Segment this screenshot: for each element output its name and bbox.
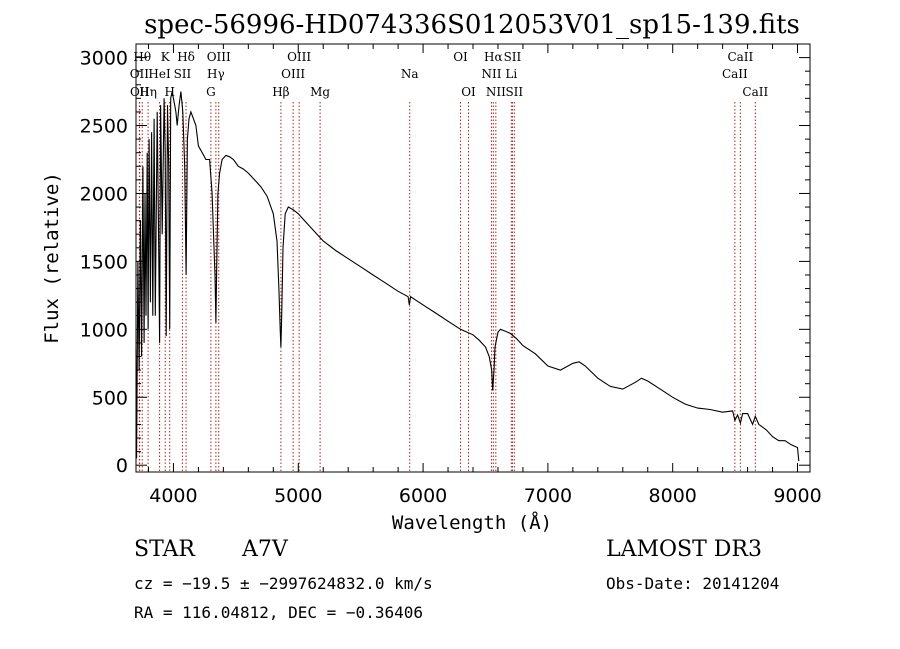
line-marker-label: Li (505, 67, 517, 81)
y-axis-label: Flux (relative) (41, 172, 63, 344)
redshift-readout: cz = −19.5 ± −2997624832.0 km/s (134, 574, 433, 593)
y-axis: 0 500 1000 1500 2000 2500 3000 (80, 48, 810, 477)
y-tick-label: 3000 (80, 48, 128, 70)
line-marker-label: CaII (722, 67, 748, 81)
y-tick-label: 1500 (80, 251, 128, 273)
x-axis: 4000 5000 6000 7000 8000 9000 (147, 44, 822, 507)
object-type: STAR (134, 537, 195, 562)
line-marker-label: Hθ (133, 50, 151, 64)
line-marker-label: Na (401, 67, 419, 81)
flux-series-line (135, 91, 800, 462)
line-marker-label: Hδ (177, 50, 195, 64)
line-marker-label: G (206, 85, 216, 99)
line-marker-label: OII (130, 67, 150, 81)
y-tick-label: 0 (116, 455, 128, 477)
observation-date: Obs-Date: 20141204 (606, 574, 780, 593)
x-tick-label: 6000 (399, 485, 447, 507)
line-marker-label: Hα (484, 50, 503, 64)
line-marker-label: Hβ (272, 85, 289, 99)
plot-frame (135, 43, 811, 473)
x-tick-label: 5000 (274, 485, 322, 507)
line-marker-label: OIII (287, 50, 311, 64)
line-marker-label: Hγ (207, 67, 225, 81)
spectral-subclass: A7V (242, 537, 288, 562)
line-marker-label: NII (481, 67, 501, 81)
line-marker-label: OIII (207, 50, 231, 64)
x-tick-label: 8000 (649, 485, 697, 507)
chart-title: spec-56996-HD074336S012053V01_sp15-139.f… (144, 10, 800, 40)
y-tick-label: 2000 (80, 183, 128, 205)
line-marker-label: OII (130, 85, 150, 99)
line-marker-label: OI (453, 50, 468, 64)
line-marker-label: SII (174, 67, 192, 81)
line-marker-label: K (161, 50, 171, 64)
y-tick-label: 1000 (80, 319, 128, 341)
line-marker-label: H (164, 85, 174, 99)
x-tick-label: 9000 (773, 485, 821, 507)
coordinates-readout: RA = 116.04812, DEC = −0.36406 (134, 603, 423, 622)
line-marker-label: OIII (281, 67, 305, 81)
y-tick-label: 2500 (80, 116, 128, 138)
line-marker-label: SII (505, 85, 523, 99)
x-axis-label: Wavelength (Å) (392, 511, 552, 534)
x-tick-label: 7000 (524, 485, 572, 507)
line-marker-label: CaII (742, 85, 768, 99)
line-marker-label: HeI (148, 67, 171, 81)
line-marker-label: Mg (310, 85, 330, 99)
y-tick-label: 500 (92, 387, 128, 409)
line-marker-label: Hη (139, 85, 157, 99)
survey-name: LAMOST DR3 (606, 537, 762, 562)
line-marker-labels: HθOIIOIIHηHeIKHSIIHδGHγOIIIHβOIIIOIIIMgN… (130, 50, 769, 99)
line-marker-label: OI (461, 85, 476, 99)
line-marker-label: SII (504, 50, 522, 64)
line-marker-label: NII (486, 85, 506, 99)
line-markers (138, 102, 756, 472)
line-marker-label: CaII (727, 50, 753, 64)
x-tick-label: 4000 (149, 485, 197, 507)
